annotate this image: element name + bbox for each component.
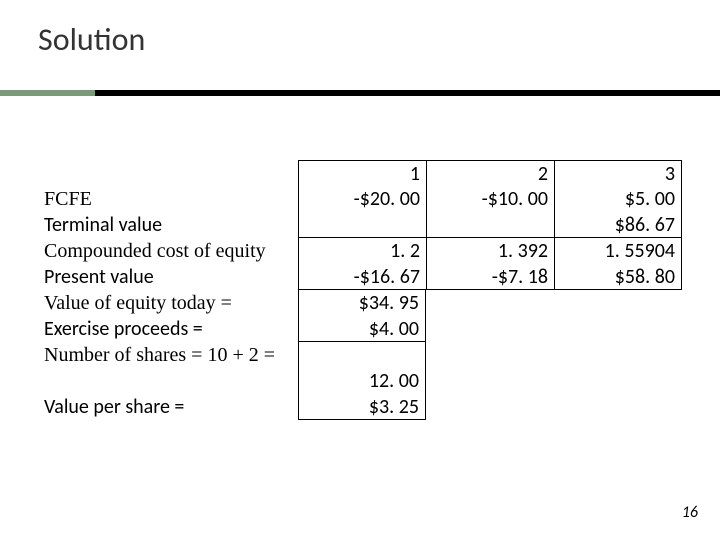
label-exercise-proceeds: Exercise proceeds = bbox=[38, 316, 298, 342]
pv-c3: $58. 80 bbox=[554, 264, 682, 290]
table-region: 1 2 3 FCFE -$20. 00 -$10. 00 $5. 00 Term… bbox=[38, 160, 682, 420]
label-present-value: Present value bbox=[38, 264, 298, 290]
blank-cell bbox=[554, 342, 682, 368]
compound-c3: 1. 55904 bbox=[554, 238, 682, 264]
blank-cell bbox=[554, 368, 682, 394]
fcfe-c3: $5. 00 bbox=[554, 186, 682, 212]
nshares-value: 12. 00 bbox=[298, 368, 426, 394]
blank-cell bbox=[554, 394, 682, 420]
label-number-of-shares: Number of shares = 10 + 2 = bbox=[38, 342, 298, 368]
exproc-c1: $4. 00 bbox=[298, 316, 426, 342]
compound-c1: 1. 2 bbox=[298, 238, 426, 264]
blank-cell bbox=[38, 368, 298, 394]
label-value-per-share: Value per share = bbox=[38, 394, 298, 420]
label-compounded-cost: Compounded cost of equity bbox=[38, 238, 298, 264]
pv-c2: -$7. 18 bbox=[426, 264, 554, 290]
blank-cell bbox=[554, 316, 682, 342]
vps-c1: $3. 25 bbox=[298, 394, 426, 420]
terminal-c2 bbox=[426, 212, 554, 238]
col-header-1: 1 bbox=[298, 160, 426, 186]
label-fcfe: FCFE bbox=[38, 186, 298, 212]
veq-c1: $34. 95 bbox=[298, 290, 426, 316]
page-title: Solution bbox=[38, 20, 145, 59]
rule-accent-segment bbox=[0, 90, 95, 96]
page-number: 16 bbox=[682, 503, 698, 522]
blank-cell bbox=[554, 290, 682, 316]
col-header-2: 2 bbox=[426, 160, 554, 186]
horizontal-rule bbox=[0, 90, 720, 96]
blank-cell bbox=[426, 394, 554, 420]
rule-dark-segment bbox=[95, 90, 720, 96]
nshares-c1 bbox=[298, 342, 426, 368]
pv-c1: -$16. 67 bbox=[298, 264, 426, 290]
compound-c2: 1. 392 bbox=[426, 238, 554, 264]
label-value-of-equity: Value of equity today = bbox=[38, 290, 298, 316]
blank-cell bbox=[426, 290, 554, 316]
blank-cell bbox=[426, 368, 554, 394]
blank-cell bbox=[38, 160, 298, 186]
fcfe-c2: -$10. 00 bbox=[426, 186, 554, 212]
blank-cell bbox=[426, 342, 554, 368]
fcfe-c1: -$20. 00 bbox=[298, 186, 426, 212]
col-header-3: 3 bbox=[554, 160, 682, 186]
blank-cell bbox=[426, 316, 554, 342]
terminal-c1 bbox=[298, 212, 426, 238]
label-terminal-value: Terminal value bbox=[38, 212, 298, 238]
terminal-c3: $86. 67 bbox=[554, 212, 682, 238]
